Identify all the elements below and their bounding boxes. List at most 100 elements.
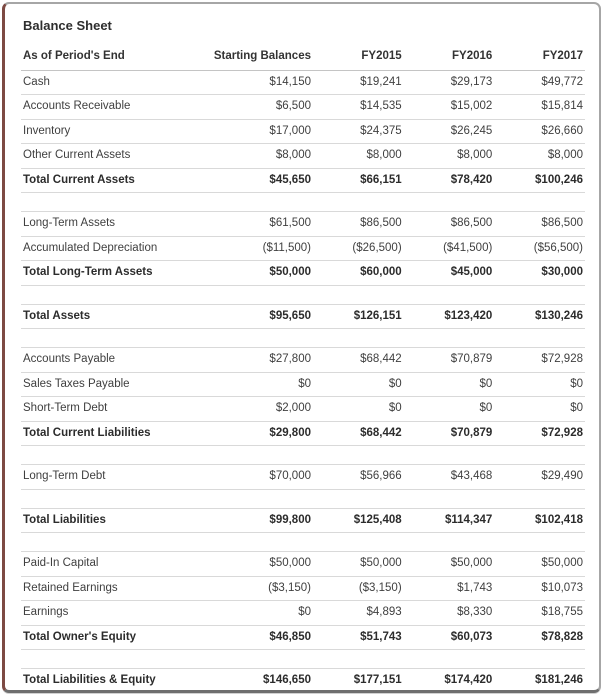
table-row: Sales Taxes Payable $0 $0 $0 $0 [21, 372, 585, 397]
spacer-row [21, 285, 585, 305]
row-value: $46,850 [201, 625, 313, 650]
row-value: $102,418 [494, 508, 585, 533]
column-header-label: As of Period's End [21, 43, 201, 71]
row-value: $51,743 [313, 625, 404, 650]
spacer-cell [21, 489, 585, 509]
row-value: $15,002 [403, 94, 495, 120]
row-value: ($56,500) [494, 236, 585, 261]
row-value: $60,073 [403, 625, 495, 650]
row-label: Total Current Liabilities [21, 421, 201, 446]
row-value: $60,000 [313, 260, 404, 286]
row-value: $1,743 [403, 576, 495, 601]
spacer-cell [21, 285, 585, 305]
row-value: $174,420 [403, 668, 495, 690]
row-value: $177,151 [313, 668, 404, 690]
row-label: Total Liabilities & Equity [21, 668, 201, 690]
row-value: $78,420 [403, 168, 495, 193]
row-label: Short-Term Debt [21, 396, 201, 422]
row-value: $70,879 [403, 421, 495, 446]
table-row: Accounts Receivable $6,500 $14,535 $15,002 $… [21, 94, 585, 120]
row-value: $72,928 [494, 347, 585, 373]
table-row: Short-Term Debt $2,000 $0 $0 $0 [21, 396, 585, 422]
row-label: Long-Term Assets [21, 211, 201, 237]
row-label: Total Long-Term Assets [21, 260, 201, 286]
table-row: Paid-In Capital $50,000 $50,000 $50,000 $50,… [21, 551, 585, 577]
row-label: Long-Term Debt [21, 464, 201, 490]
table-row: Long-Term Assets $61,500 $86,500 $86,500 $86… [21, 211, 585, 237]
row-value: $86,500 [313, 211, 404, 237]
row-label: Other Current Assets [21, 143, 201, 169]
row-value: $0 [403, 396, 495, 422]
spacer-row [21, 489, 585, 509]
row-label: Sales Taxes Payable [21, 372, 201, 397]
table-row: Accounts Payable $27,800 $68,442 $70,879 $72… [21, 347, 585, 373]
table-row: Retained Earnings ($3,150) ($3,150) $1,743 $… [21, 576, 585, 601]
row-label: Earnings [21, 600, 201, 626]
table-row: Total Assets $95,650 $126,151 $123,420 $130,… [21, 304, 585, 329]
row-value: $95,650 [201, 304, 313, 329]
table-row: Total Owner's Equity $46,850 $51,743 $60,07… [21, 625, 585, 650]
row-value: $86,500 [403, 211, 495, 237]
table-row: Other Current Assets $8,000 $8,000 $8,000 $8… [21, 143, 585, 169]
row-value: ($26,500) [313, 236, 404, 261]
spacer-cell [21, 445, 585, 465]
row-label: Inventory [21, 119, 201, 144]
row-value: $17,000 [201, 119, 313, 144]
row-label: Total Owner's Equity [21, 625, 201, 650]
row-label: Total Current Assets [21, 168, 201, 193]
row-value: $181,246 [494, 668, 585, 690]
table-row: Total Current Assets $45,650 $66,151 $78,42… [21, 168, 585, 193]
row-value: $0 [201, 600, 313, 626]
row-value: $99,800 [201, 508, 313, 533]
table-row: Total Long-Term Assets $50,000 $60,000 $45,… [21, 260, 585, 286]
row-value: $0 [313, 372, 404, 397]
row-value: $50,000 [201, 260, 313, 286]
row-value: $8,000 [313, 143, 404, 169]
table-body: Cash $14,150 $19,241 $29,173 $49,772 Accounts… [21, 70, 585, 690]
page-title: Balance Sheet [23, 18, 112, 33]
row-value: $78,828 [494, 625, 585, 650]
row-label: Retained Earnings [21, 576, 201, 601]
row-label: Accumulated Depreciation [21, 236, 201, 261]
row-label: Total Assets [21, 304, 201, 329]
column-header: Starting Balances [201, 43, 313, 71]
row-value: ($41,500) [403, 236, 495, 261]
row-value: $50,000 [201, 551, 313, 577]
row-value: $56,966 [313, 464, 404, 490]
row-value: $100,246 [494, 168, 585, 193]
row-label: Paid-In Capital [21, 551, 201, 577]
row-value: $86,500 [494, 211, 585, 237]
row-value: $68,442 [313, 347, 404, 373]
spacer-row [21, 445, 585, 465]
table-row: Inventory $17,000 $24,375 $26,245 $26,660 [21, 119, 585, 144]
spacer-row [21, 532, 585, 552]
row-value: $26,660 [494, 119, 585, 144]
row-value: $130,246 [494, 304, 585, 329]
row-value: $0 [494, 372, 585, 397]
row-value: $6,500 [201, 94, 313, 120]
row-value: $50,000 [313, 551, 404, 577]
row-label: Cash [21, 70, 201, 95]
spacer-cell [21, 532, 585, 552]
row-value: $8,000 [403, 143, 495, 169]
row-value: ($3,150) [313, 576, 404, 601]
row-value: ($3,150) [201, 576, 313, 601]
row-value: $27,800 [201, 347, 313, 373]
row-value: $50,000 [494, 551, 585, 577]
row-value: $0 [494, 396, 585, 422]
row-value: $70,000 [201, 464, 313, 490]
column-header: FY2017 [494, 43, 585, 71]
table-row: Total Current Liabilities $29,800 $68,442 $… [21, 421, 585, 446]
row-value: $2,000 [201, 396, 313, 422]
spacer-cell [21, 328, 585, 348]
row-value: $68,442 [313, 421, 404, 446]
row-value: $29,490 [494, 464, 585, 490]
row-value: $126,151 [313, 304, 404, 329]
row-value: $123,420 [403, 304, 495, 329]
row-label: Total Liabilities [21, 508, 201, 533]
row-value: $14,150 [201, 70, 313, 95]
row-label: Accounts Receivable [21, 94, 201, 120]
table-row: Earnings $0 $4,893 $8,330 $18,755 [21, 600, 585, 626]
row-value: $30,000 [494, 260, 585, 286]
row-value: $49,772 [494, 70, 585, 95]
